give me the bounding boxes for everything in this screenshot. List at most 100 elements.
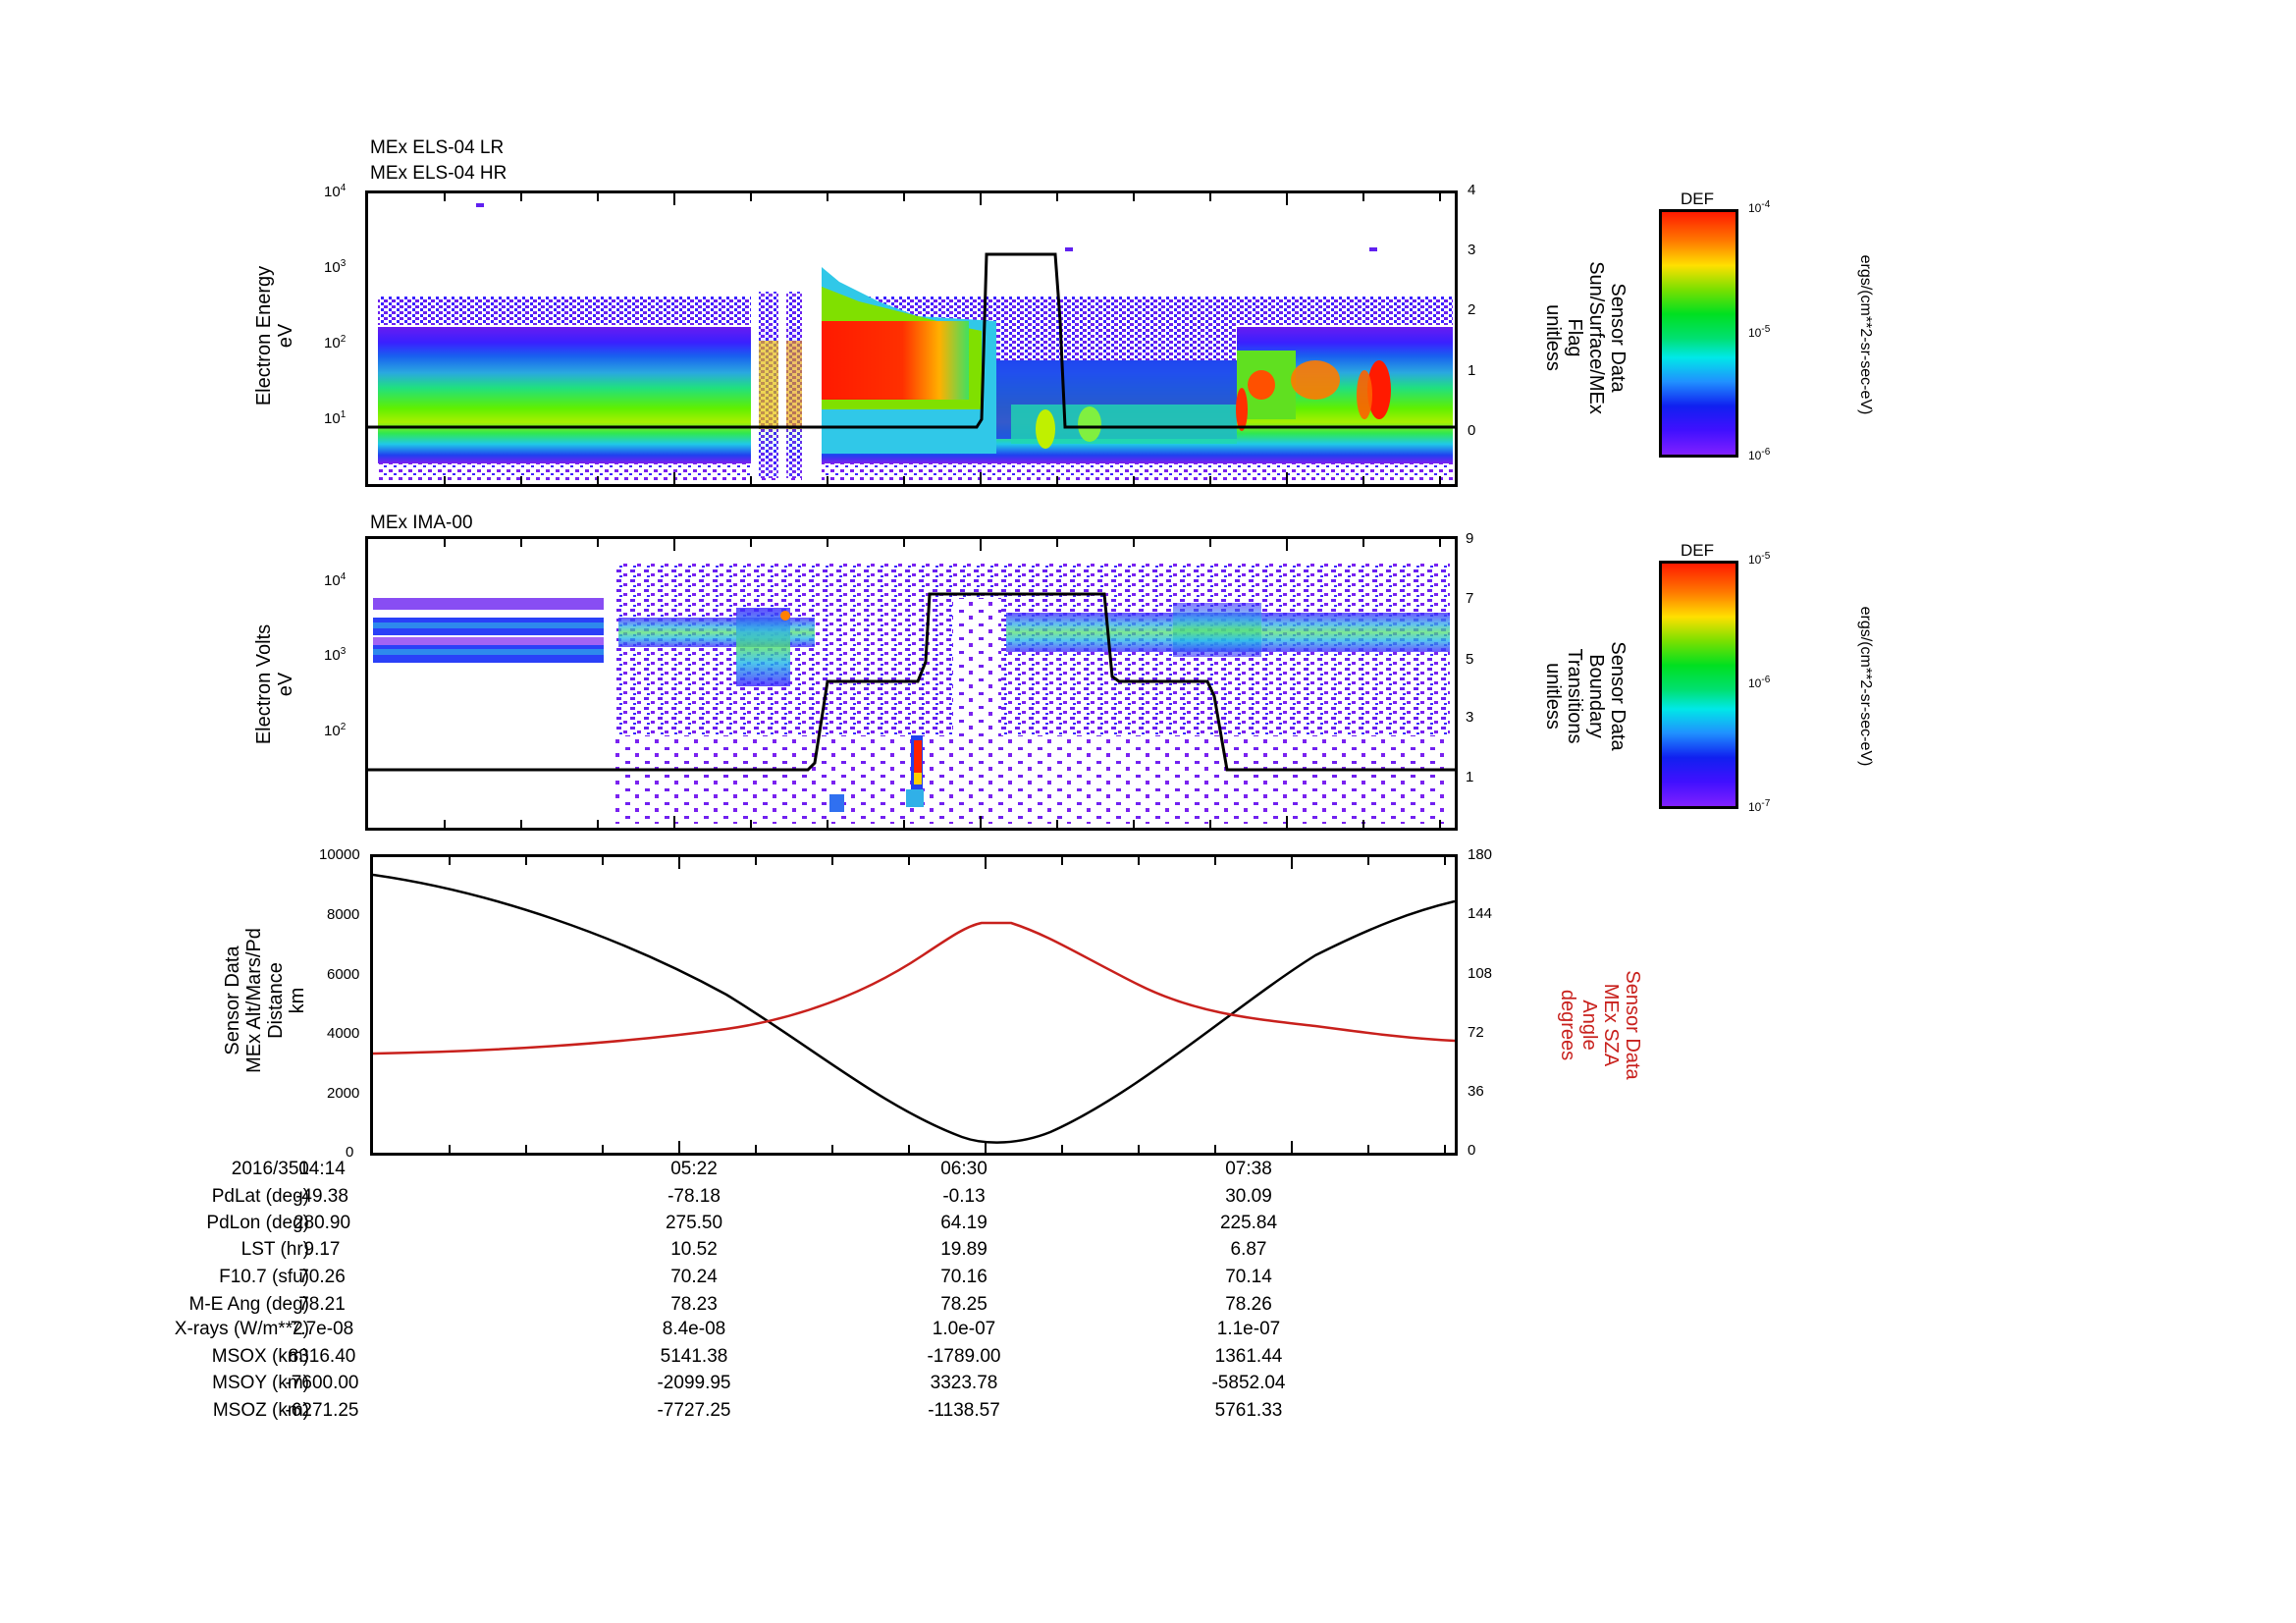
cell: 8316.40 [288,1346,356,1367]
top-colorbar [1659,209,1738,458]
top-y2tick-4: 4 [1468,182,1476,198]
bottom-ytick-2000: 2000 [327,1085,360,1102]
cell: -7600.00 [285,1373,359,1393]
cell: 70.14 [1225,1267,1272,1287]
top-colorbar-units: ergs/(cm**2-sr-sec-eV) [1857,254,1874,415]
top-ytick-1e1: 101 [324,409,347,427]
middle-y2tick-9: 9 [1466,530,1474,547]
middle-colorbar [1659,561,1738,809]
row-label: X-rays (W/m**2) [174,1319,309,1339]
middle-y2tick-1: 1 [1466,769,1474,785]
sza-line [373,921,1455,1055]
top-colorbar-min: 10-6 [1748,447,1771,462]
middle-ytick-1e4: 104 [324,571,347,589]
middle-colorbar-min: 10-7 [1748,798,1771,814]
cell: 1.1e-07 [1216,1319,1281,1339]
middle-colorbar-title: DEF [1681,541,1714,560]
top-ylabel: Electron Energy eV [253,265,296,406]
cell: 275.50 [665,1213,723,1233]
top-y2label: Sensor Data Sun/Surface/MEx Flag unitles… [1542,261,1629,414]
ephemeris-line-plot [370,854,1458,1156]
cell: 280.90 [293,1213,351,1233]
bottom-y2tick-36: 36 [1468,1083,1484,1100]
bottom-y2tick-0: 0 [1468,1142,1476,1159]
middle-y2tick-5: 5 [1466,651,1474,668]
bottom-ytick-0: 0 [346,1144,354,1161]
cell: 78.21 [298,1294,346,1315]
cell: 3323.78 [930,1373,998,1393]
top-y2tick-2: 2 [1468,301,1476,318]
cell: 7.7e-08 [290,1319,354,1339]
bottom-y2tick-108: 108 [1468,965,1493,982]
cell: -6271.25 [285,1400,359,1421]
middle-ytick-1e2: 102 [324,722,347,739]
date-label: 2016/351 [231,1159,309,1179]
cell: 1361.44 [1214,1346,1283,1367]
row-label: PdLat (deg) [211,1186,309,1207]
bottom-y2tick-144: 144 [1468,905,1493,922]
top-panel-title-lr: MEx ELS-04 LR [370,137,505,158]
row-label: MSOX (km) [211,1346,309,1367]
middle-colorbar-mid: 10-6 [1748,675,1771,690]
middle-y2label: Sensor Data Boundary Transitions unitles… [1542,641,1629,751]
cell: 30.09 [1225,1186,1272,1207]
cell: 78.25 [940,1294,988,1315]
cell: 10.52 [670,1239,718,1260]
row-label: LST (hr) [240,1239,309,1260]
ima-spectrogram-plot [368,539,1455,828]
middle-colorbar-units: ergs/(cm**2-sr-sec-eV) [1857,606,1874,767]
top-ytick-1e4: 104 [324,183,347,200]
bottom-ytick-8000: 8000 [327,906,360,923]
altitude-line [373,873,1455,1144]
time-0: 04:14 [298,1159,346,1179]
cell: -49.38 [295,1186,348,1207]
ephemeris-line-plot-svg [373,857,1455,1153]
cell: 64.19 [940,1213,988,1233]
top-y2tick-3: 3 [1468,242,1476,258]
cell: 19.89 [940,1239,988,1260]
row-label: M-E Ang (deg) [188,1294,310,1315]
cell: -78.18 [667,1186,721,1207]
middle-y2tick-3: 3 [1466,709,1474,726]
middle-colorbar-max: 10-5 [1748,551,1771,567]
row-label: MSOZ (km) [212,1400,309,1421]
cell: -1789.00 [927,1346,1001,1367]
cell: 78.26 [1225,1294,1272,1315]
middle-ytick-1e3: 103 [324,646,347,664]
middle-ylabel: Electron Volts eV [253,623,296,745]
cell: 225.84 [1219,1213,1278,1233]
cell: 70.26 [298,1267,346,1287]
row-label: PdLon (deg) [206,1213,309,1233]
top-colorbar-max: 10-4 [1748,199,1771,215]
top-ytick-1e2: 102 [324,334,347,352]
cell: 70.24 [670,1267,718,1287]
bottom-ytick-10000: 10000 [319,846,360,863]
bottom-ytick-4000: 4000 [327,1025,360,1042]
middle-panel-title: MEx IMA-00 [370,513,473,533]
top-y2tick-1: 1 [1468,362,1476,379]
top-y2tick-0: 0 [1468,422,1476,439]
cell: 78.23 [670,1294,718,1315]
bottom-y2tick-180: 180 [1468,846,1493,863]
top-colorbar-mid: 10-5 [1748,324,1771,340]
time-2: 06:30 [940,1159,988,1179]
cell: -5852.04 [1211,1373,1286,1393]
time-3: 07:38 [1225,1159,1272,1179]
cell: 6.87 [1230,1239,1267,1260]
row-label: MSOY (km) [212,1373,309,1393]
cell: -2099.95 [657,1373,731,1393]
flag-line [368,252,1455,429]
cell: 1.0e-07 [932,1319,996,1339]
row-label: F10.7 (sfu) [219,1267,309,1287]
cell: 70.16 [940,1267,988,1287]
time-1: 05:22 [670,1159,718,1179]
bottom-ylabel: Sensor Data MEx Alt/Mars/Pd Distance km [222,928,308,1073]
boundary-line [368,592,1455,772]
top-ytick-1e3: 103 [324,258,347,276]
bottom-y2tick-72: 72 [1468,1024,1484,1041]
cell: 5141.38 [660,1346,728,1367]
cell: 8.4e-08 [662,1319,726,1339]
middle-y2tick-7: 7 [1466,590,1474,607]
ima-spectrogram [365,536,1458,831]
cell: 5761.33 [1214,1400,1283,1421]
